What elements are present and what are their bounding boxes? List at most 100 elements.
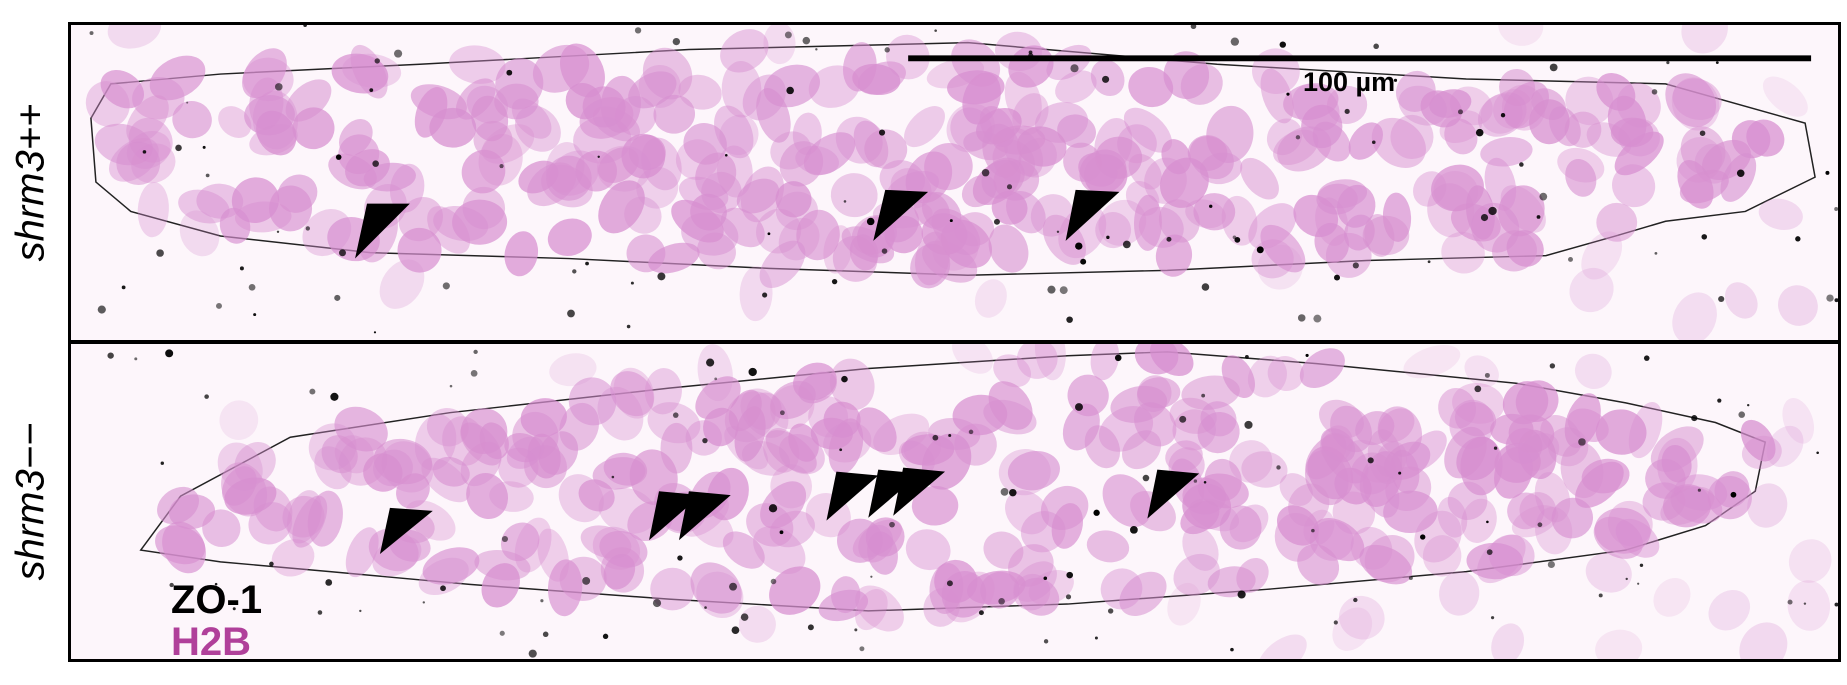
nucleus: [1674, 474, 1728, 511]
zo1-punctum: [672, 412, 679, 418]
arrowhead-marker: [1065, 189, 1120, 241]
nucleus: [1161, 139, 1191, 175]
nucleus: [1581, 231, 1623, 280]
zo1-punctum: [786, 86, 794, 95]
zo1-punctum: [748, 367, 757, 377]
nucleus: [1110, 385, 1168, 423]
nucleus: [518, 160, 559, 194]
nucleus: [1766, 425, 1804, 468]
nucleus: [157, 486, 200, 525]
nucleus: [397, 227, 442, 273]
nucleus: [1095, 212, 1132, 249]
zo1-punctum: [843, 200, 847, 203]
nucleus: [721, 61, 762, 118]
nucleus: [1653, 577, 1691, 617]
zo1-punctum: [1075, 242, 1083, 250]
zo1-punctum: [672, 37, 681, 46]
nucleus: [126, 95, 169, 144]
zo1-punctum: [1697, 488, 1701, 492]
nucleus: [426, 408, 469, 447]
nucleus: [573, 116, 632, 164]
zo1-puncta-top: [89, 25, 1838, 334]
nucleus: [1439, 110, 1483, 144]
nucleus: [690, 562, 742, 614]
nucleus: [1057, 114, 1096, 148]
zo1-punctum: [1201, 393, 1206, 398]
zo1-punctum: [948, 433, 952, 437]
zo1-punctum: [1643, 355, 1650, 361]
zo1-punctum: [934, 29, 937, 32]
nucleus: [1297, 544, 1340, 586]
nucleus: [1098, 199, 1147, 246]
nucleus: [1484, 157, 1517, 211]
nucleus: [1567, 408, 1609, 443]
nucleus: [500, 522, 540, 562]
nucleus: [1413, 171, 1447, 207]
nucleus: [1364, 534, 1415, 583]
zo1-punctum: [968, 429, 974, 435]
nucleus: [1119, 571, 1167, 616]
zo1-punctum: [309, 388, 316, 395]
nucleus: [886, 34, 930, 80]
nucleus: [1454, 401, 1497, 437]
zo1-punctum: [932, 434, 939, 441]
nucleus: [1758, 198, 1803, 230]
nucleus: [1350, 452, 1393, 495]
zo1-punctum: [1353, 597, 1358, 603]
zo1-punctum: [706, 358, 715, 367]
nucleus: [285, 79, 332, 122]
nucleus: [1371, 117, 1426, 169]
nucleus: [1260, 224, 1306, 273]
nucleus: [1672, 292, 1717, 340]
nucleus: [905, 151, 953, 204]
zo1-punctum: [528, 649, 537, 658]
zo1-punctum: [1519, 162, 1524, 167]
nucleus: [746, 503, 794, 547]
nucleus: [1197, 473, 1249, 509]
nucleus: [1383, 490, 1438, 534]
zo1-punctum: [1637, 582, 1640, 585]
zo1-punctum: [1568, 256, 1573, 262]
zo1-punctum: [1122, 240, 1131, 249]
nucleus: [1165, 440, 1203, 472]
zo1-punctum: [1651, 89, 1658, 95]
nucleus: [575, 150, 618, 192]
nucleus: [647, 402, 701, 444]
zo1-punctum: [740, 613, 749, 621]
nucleus: [993, 354, 1032, 388]
zo1-punctum: [1500, 113, 1506, 118]
zo1-punctum: [1009, 488, 1017, 497]
zo1-punctum: [1730, 491, 1737, 498]
nucleus: [269, 185, 313, 232]
nucleus: [1005, 190, 1046, 234]
nucleus: [498, 447, 539, 488]
nucleus: [828, 418, 864, 475]
zo1-punctum: [1701, 234, 1708, 240]
zo1-punctum: [1142, 474, 1150, 482]
zo1-punctum: [1488, 206, 1497, 216]
zo1-punctum: [1654, 251, 1658, 255]
nucleus: [422, 547, 480, 585]
zo1-punctum: [1408, 575, 1413, 580]
nucleus: [1207, 566, 1256, 598]
zo1-punctum: [374, 58, 380, 64]
nucleus: [1055, 70, 1097, 104]
nucleus: [1595, 409, 1647, 455]
zo1-punctum: [1093, 509, 1100, 516]
zo1-punctum: [729, 582, 738, 591]
zo1-punctum: [1691, 415, 1698, 422]
arrowhead-marker: [873, 189, 929, 241]
zo1-punctum: [1639, 563, 1644, 567]
zo1-punctum: [770, 578, 777, 585]
nucleus: [701, 171, 742, 214]
nucleus: [1266, 118, 1303, 156]
nucleus: [1040, 485, 1089, 531]
zo1-punctum: [1114, 354, 1122, 362]
zo1-punctum: [232, 607, 236, 611]
nucleus: [1708, 590, 1751, 631]
zo1-punctum: [762, 292, 768, 298]
zo1-punctum: [216, 303, 222, 309]
nucleus: [905, 529, 951, 571]
nucleus: [603, 553, 636, 590]
nucleus: [1332, 607, 1373, 651]
